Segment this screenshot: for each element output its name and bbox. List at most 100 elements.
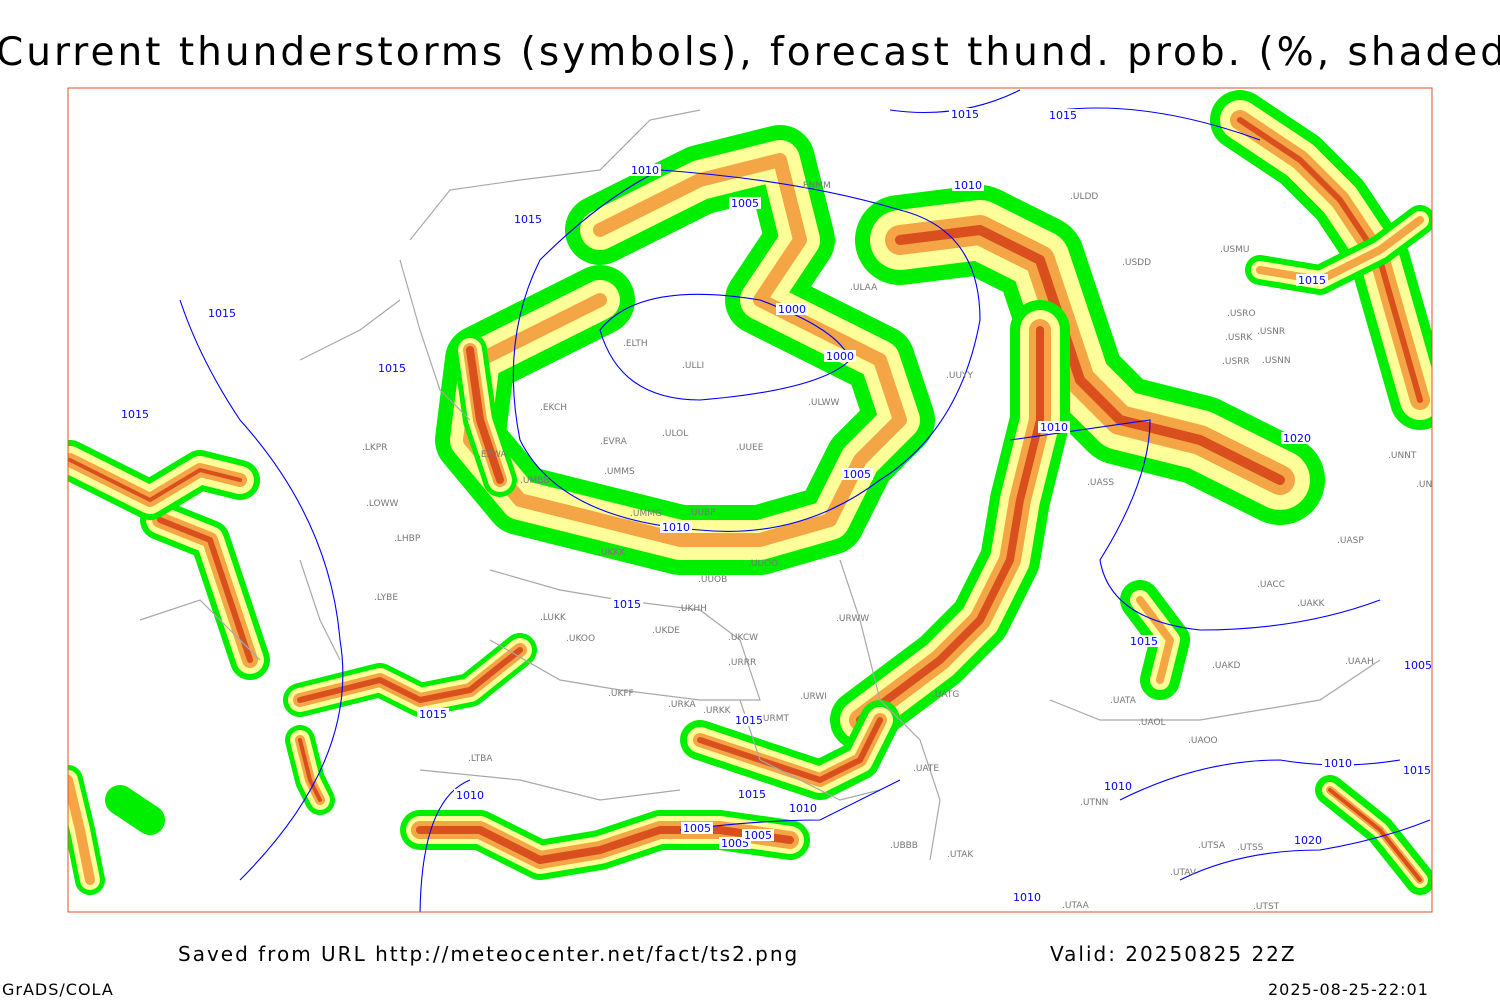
station-label: .USNN <box>1262 356 1291 366</box>
isobar-label-bg <box>454 789 486 801</box>
isobar-label: 1010 <box>1040 421 1068 434</box>
station-label: .USRK <box>1225 333 1253 343</box>
isobar-label: 1015 <box>1130 635 1158 648</box>
coastline-segment <box>399 259 471 421</box>
isobar-label: 1000 <box>826 350 854 363</box>
station-label: .UMMG <box>630 509 662 519</box>
isobar-line <box>179 299 344 881</box>
station-label: .UKOO <box>566 634 595 644</box>
isobar-line <box>1009 419 1381 631</box>
isobar-label-bg <box>733 714 765 726</box>
isobar-label: 1015 <box>378 362 406 375</box>
station-label: .ULDD <box>1070 192 1098 202</box>
isobar-line <box>1119 759 1401 801</box>
isobar-label: 1010 <box>789 802 817 815</box>
coastline-segment <box>489 569 761 701</box>
map-title: Current thunderstorms (symbols), forecas… <box>0 30 1500 75</box>
isobar-label-bg <box>952 179 984 191</box>
isobar-label: 1010 <box>1324 757 1352 770</box>
station-label: .LUKK <box>540 613 567 623</box>
station-label: .UUEE <box>736 443 764 453</box>
station-label: .USRO <box>1227 309 1256 319</box>
isobar-label: 1005 <box>683 822 711 835</box>
isobar-line <box>1179 819 1431 881</box>
station-label: .UASP <box>1337 536 1364 546</box>
isobar-label-bg <box>1401 764 1432 776</box>
region-turkey-level-4 <box>416 826 794 864</box>
station-label: .ULAA <box>850 283 878 293</box>
region-poland-east-level-4 <box>466 346 504 484</box>
region-greece-level-4 <box>298 738 322 802</box>
isobar-label-bg <box>1281 432 1313 444</box>
station-label: .UUYY <box>946 371 974 381</box>
isobar-label: 1010 <box>456 789 484 802</box>
station-label: .UBBB <box>890 841 918 851</box>
station-label: .EKCH <box>540 403 567 413</box>
station-label: .UMBB <box>520 476 550 486</box>
coastline-segment <box>139 599 261 661</box>
isobar-line <box>512 169 981 532</box>
station-label: .LHBP <box>394 534 421 544</box>
isobar-line <box>1059 107 1261 141</box>
region-black-sea-east-level-4 <box>697 717 883 783</box>
coastline-segment <box>299 299 401 361</box>
isobar-label: 1005 <box>843 468 871 481</box>
isobar-label: 1005 <box>731 197 759 210</box>
region-ne-band-level-3 <box>1256 216 1424 284</box>
station-label: .UAKK <box>1297 599 1326 609</box>
station-label: .URKK <box>703 706 732 716</box>
region-sw-blob-level-1 <box>105 785 165 835</box>
station-label: .UTST <box>1253 902 1280 912</box>
isobar-label-bg <box>736 788 768 800</box>
isobar-line <box>419 779 471 912</box>
station-label: .UAKD <box>1212 661 1241 671</box>
region-northeast-level-4 <box>1237 117 1423 403</box>
station-label: .UKDE <box>652 626 680 636</box>
isobar-label: 1015 <box>419 708 447 721</box>
isobar-label-bg <box>729 197 761 209</box>
station-label: .UKHH <box>678 604 707 614</box>
station-label: .UMMS <box>604 467 635 477</box>
region-se-corner-level-4 <box>1328 788 1422 882</box>
station-label: .UNBB <box>1416 480 1445 490</box>
isobar-label-bg <box>1402 659 1432 671</box>
isobars <box>179 89 1431 912</box>
coastline-segment <box>1049 659 1381 721</box>
station-label: .ENMM <box>800 181 831 191</box>
source-url-text: Saved from URL http://meteocenter.net/fa… <box>178 942 800 966</box>
station-label: .EPWA <box>478 450 507 460</box>
station-label: .ULLI <box>682 361 704 371</box>
region-alps-level-4 <box>68 458 242 502</box>
isobar-line <box>679 779 901 831</box>
station-label: .UTSS <box>1237 843 1264 853</box>
isobar-label: 1015 <box>514 213 542 226</box>
isobar-label-bg <box>1011 891 1043 903</box>
software-credit: GrADS/COLA <box>2 980 114 999</box>
isobar-label-bg <box>824 350 856 362</box>
isobar-label-bg <box>1128 635 1160 647</box>
coastline-segment <box>839 559 941 861</box>
station-label: .ULWW <box>808 398 840 408</box>
isobar-label-bg <box>1038 421 1070 433</box>
isobar-label: 1010 <box>631 164 659 177</box>
station-label: .UKFF <box>608 689 634 699</box>
isobar-label-bg <box>119 408 151 420</box>
coastline-segment <box>739 699 881 801</box>
isobar-label: 1000 <box>778 303 806 316</box>
isobar-label: 1010 <box>662 521 690 534</box>
station-label: .UNNT <box>1388 451 1417 461</box>
station-label: .URWW <box>836 614 869 624</box>
isobar-label: 1020 <box>1294 834 1322 847</box>
isobar-label-bg <box>841 468 873 480</box>
station-label: .UAAH <box>1345 657 1374 667</box>
isobar-label: 1005 <box>1404 659 1432 672</box>
isobar-label-bg <box>1102 780 1134 792</box>
isobar-label-bg <box>611 598 643 610</box>
station-label: .USNR <box>1257 327 1285 337</box>
station-label: .UATE <box>913 764 939 774</box>
isobar-label-bg <box>1292 834 1324 846</box>
station-label: .LOWW <box>366 499 399 509</box>
probability-shading <box>68 90 1432 895</box>
isobar-label: 1015 <box>613 598 641 611</box>
